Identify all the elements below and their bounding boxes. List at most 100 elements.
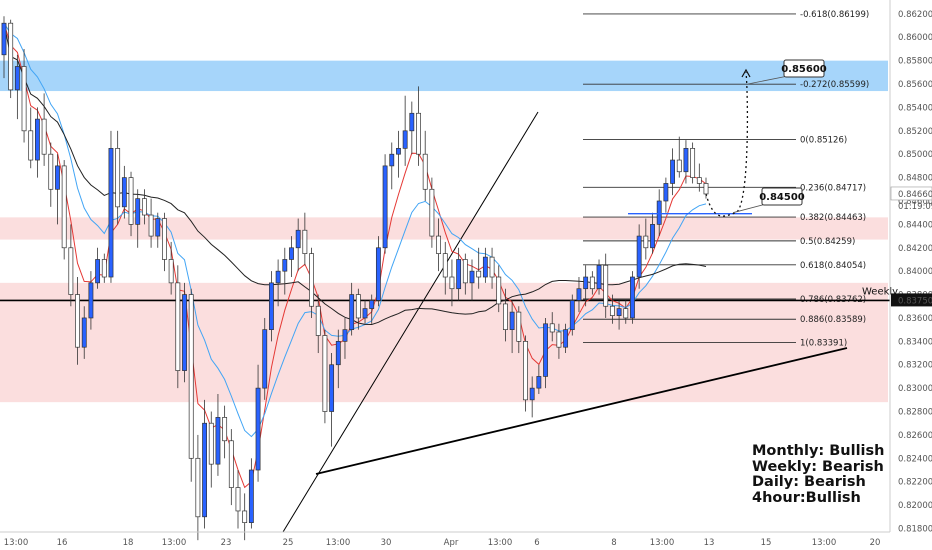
candle-body-46 bbox=[309, 253, 314, 307]
price-callout-1: 0.84500 bbox=[732, 187, 805, 214]
weekly-price-tag bbox=[891, 293, 932, 307]
y-tick-22: 0.86200 bbox=[898, 10, 932, 20]
candle-0 bbox=[1, 16, 7, 79]
candle-37 bbox=[248, 458, 254, 529]
candle-33 bbox=[222, 405, 228, 459]
candle-body-87 bbox=[583, 276, 589, 290]
candle-74 bbox=[496, 265, 502, 313]
y-tick-2: 0.82200 bbox=[898, 478, 932, 488]
candle-body-55 bbox=[369, 300, 375, 309]
candle-body-33 bbox=[222, 417, 228, 442]
candle-57 bbox=[382, 154, 388, 254]
candle-89 bbox=[596, 259, 602, 295]
candle-body-49 bbox=[329, 364, 335, 412]
x-tick-13: 13 bbox=[704, 538, 715, 548]
y-tick-11: 0.84000 bbox=[898, 267, 932, 277]
candle-body-29 bbox=[195, 457, 201, 518]
candle-70 bbox=[469, 259, 475, 301]
candle-body-56 bbox=[375, 247, 381, 301]
candle-body-51 bbox=[342, 329, 348, 342]
candle-body-40 bbox=[269, 282, 274, 331]
candle-body-54 bbox=[362, 308, 368, 319]
candle-body-39 bbox=[262, 329, 268, 389]
candle-body-5 bbox=[35, 118, 40, 161]
candle-body-58 bbox=[389, 153, 395, 167]
ema-mid-line bbox=[3, 22, 707, 438]
candle-body-2 bbox=[14, 66, 20, 91]
y-tick-8: 0.83400 bbox=[898, 337, 932, 347]
candle-76 bbox=[509, 300, 515, 354]
support-trendline bbox=[315, 347, 848, 475]
candle-53 bbox=[355, 288, 361, 330]
candle-body-85 bbox=[569, 300, 575, 331]
bias-weekly: Weekly: Bearish bbox=[752, 458, 884, 475]
candle-body-104 bbox=[696, 177, 702, 184]
candle-body-18 bbox=[121, 177, 127, 208]
x-tick-9: 13:00 bbox=[488, 538, 513, 548]
callout-pointer-0 bbox=[747, 75, 789, 85]
trendlines: Weekly bbox=[0, 111, 898, 533]
candle-body-14 bbox=[95, 259, 101, 284]
candle-body-15 bbox=[101, 259, 107, 278]
candle-body-19 bbox=[128, 177, 134, 225]
fib-label-5: 0.5(0.84259) bbox=[800, 237, 855, 247]
candle-10 bbox=[68, 224, 74, 307]
candle-body-22 bbox=[148, 214, 154, 237]
y-tick-18: 0.85400 bbox=[898, 103, 932, 113]
candle-6 bbox=[41, 93, 47, 166]
candle-body-93 bbox=[623, 308, 629, 319]
candle-85 bbox=[569, 294, 575, 336]
candle-44 bbox=[295, 218, 301, 272]
candle-body-101 bbox=[676, 159, 682, 173]
candle-93 bbox=[623, 300, 629, 324]
candle-body-64 bbox=[429, 188, 435, 237]
candle-body-36 bbox=[242, 510, 248, 523]
candle-body-89 bbox=[596, 264, 602, 290]
candle-55 bbox=[369, 294, 375, 324]
candle-body-105 bbox=[703, 183, 709, 195]
candle-body-32 bbox=[215, 417, 221, 465]
candle-24 bbox=[162, 212, 167, 272]
candle-68 bbox=[456, 247, 462, 301]
candle-17 bbox=[115, 130, 121, 225]
candle-body-44 bbox=[295, 229, 301, 249]
moving-averages bbox=[3, 22, 707, 489]
candle-body-21 bbox=[141, 198, 147, 216]
fib-label-2: 0(0.85126) bbox=[800, 135, 847, 145]
y-tick-9: 0.83600 bbox=[898, 314, 932, 324]
fib-label-8: 0.886(0.83589) bbox=[800, 315, 866, 325]
candle-27 bbox=[182, 282, 187, 383]
candle-9 bbox=[61, 160, 67, 260]
candle-body-62 bbox=[416, 112, 421, 155]
x-tick-12: 13:00 bbox=[650, 538, 675, 548]
callout-box-0 bbox=[783, 59, 825, 78]
candle-body-17 bbox=[115, 148, 121, 208]
candle-32 bbox=[215, 393, 221, 476]
candle-58 bbox=[389, 142, 395, 190]
candle-body-91 bbox=[609, 305, 615, 316]
fib-label-3: 0.236(0.84717) bbox=[800, 183, 866, 193]
candle-40 bbox=[269, 271, 274, 342]
candle-97 bbox=[650, 212, 655, 254]
candle-body-81 bbox=[543, 323, 548, 377]
candle-65 bbox=[436, 218, 441, 272]
fib-label-9: 1(0.83391) bbox=[800, 338, 847, 348]
candle-body-41 bbox=[275, 270, 281, 284]
x-tick-0: 13:00 bbox=[4, 538, 29, 548]
candle-body-20 bbox=[135, 198, 141, 225]
candle-90 bbox=[603, 253, 609, 318]
y-tick-4: 0.82600 bbox=[898, 431, 932, 441]
candle-87 bbox=[583, 265, 589, 307]
candle-body-4 bbox=[28, 130, 34, 161]
candle-54 bbox=[362, 300, 368, 324]
candle-45 bbox=[302, 212, 308, 266]
candle-83 bbox=[556, 323, 562, 359]
candle-body-31 bbox=[208, 422, 214, 465]
candle-86 bbox=[576, 277, 582, 313]
candle-28 bbox=[188, 288, 194, 482]
candle-body-23 bbox=[155, 218, 161, 237]
candle-body-27 bbox=[182, 294, 187, 371]
candle-19 bbox=[128, 171, 134, 237]
candle-body-94 bbox=[630, 276, 635, 319]
